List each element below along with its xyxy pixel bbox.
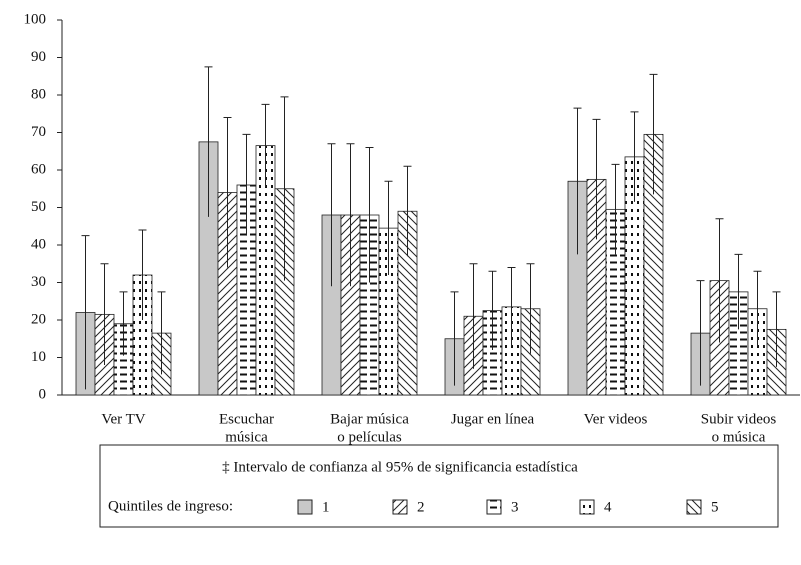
legend-swatch xyxy=(297,499,313,515)
legend-swatch xyxy=(579,499,595,515)
legend-label: 1 xyxy=(322,499,330,515)
legend-label: 4 xyxy=(604,499,612,515)
legend-swatch xyxy=(686,499,702,515)
y-tick-label: 10 xyxy=(31,349,46,365)
x-tick-label: Subir videos xyxy=(701,411,777,427)
legend-label: 2 xyxy=(417,499,425,515)
x-tick-label: o música xyxy=(712,429,766,445)
y-tick-label: 40 xyxy=(31,236,46,252)
x-tick-label: Bajar música xyxy=(330,411,409,427)
y-tick-label: 60 xyxy=(31,161,46,177)
x-tick-label: música xyxy=(225,429,268,445)
y-tick-label: 90 xyxy=(31,49,46,65)
y-tick-label: 20 xyxy=(31,311,46,327)
y-tick-label: 70 xyxy=(31,124,46,140)
legend-label: 3 xyxy=(511,499,519,515)
y-tick-label: 0 xyxy=(39,386,47,402)
x-tick-label: Escuchar xyxy=(219,411,274,427)
legend-swatch xyxy=(392,499,408,515)
x-tick-label: Ver videos xyxy=(584,411,648,427)
legend-label: 5 xyxy=(711,499,719,515)
y-tick-label: 80 xyxy=(31,86,46,102)
x-tick-label: Ver TV xyxy=(101,411,145,427)
legend-swatch xyxy=(486,499,502,515)
note: ‡ Intervalo de confianza al 95% de signi… xyxy=(222,459,578,475)
x-tick-label: Jugar en línea xyxy=(451,411,535,427)
x-tick-label: o películas xyxy=(337,429,402,445)
y-tick-label: 30 xyxy=(31,274,46,290)
legend-title: Quintiles de ingreso: xyxy=(108,498,233,514)
y-tick-label: 100 xyxy=(24,11,47,27)
y-tick-label: 50 xyxy=(31,199,46,215)
legend-box xyxy=(99,444,779,528)
